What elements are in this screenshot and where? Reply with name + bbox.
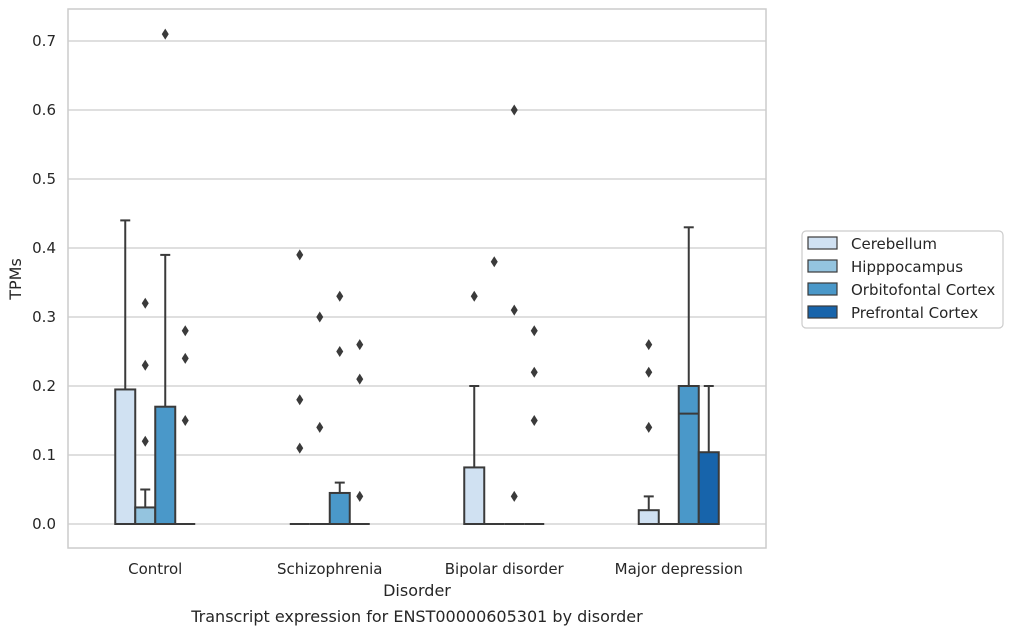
y-tick-label: 0.5	[32, 170, 56, 188]
box-cerebellum	[637, 339, 660, 526]
outlier-marker	[530, 366, 538, 378]
outlier-marker	[296, 442, 304, 454]
outlier-marker	[296, 249, 304, 261]
x-tick-label: Control	[128, 560, 182, 578]
box-hipppocampus	[484, 256, 505, 525]
x-tick-label: Major depression	[615, 560, 743, 578]
outlier-marker	[470, 290, 478, 302]
outlier-marker	[356, 373, 364, 385]
box-body	[697, 451, 720, 525]
box-body	[637, 509, 660, 526]
chart-caption: Transcript expression for ENST0000060530…	[190, 607, 643, 626]
outlier-marker	[490, 256, 498, 268]
legend-swatch	[807, 305, 838, 319]
outlier-marker	[336, 290, 344, 302]
box-prefrontal-cortex	[524, 325, 545, 525]
outlier-marker	[356, 339, 364, 351]
outlier-marker	[141, 297, 149, 309]
outlier-marker	[181, 352, 189, 364]
outlier-marker	[161, 28, 169, 40]
box-prefrontal-cortex	[697, 385, 720, 525]
box-orbitofontal-cortex	[504, 104, 525, 525]
outlier-marker	[645, 421, 653, 433]
x-axis-ticks: Control Schizophrenia Bipolar disorder Majo…	[128, 560, 743, 578]
box-cerebellum	[114, 219, 137, 526]
box-orbitofontal-cortex	[154, 28, 177, 526]
box-orbitofontal-cortex	[328, 290, 351, 526]
box-cerebellum	[289, 249, 310, 525]
outlier-marker	[530, 325, 538, 337]
plot-frame	[67, 8, 767, 549]
box-prefrontal-cortex	[175, 325, 196, 525]
y-tick-label: 0.6	[32, 101, 56, 119]
y-axis-ticks: 0.0 0.1 0.2 0.3 0.4 0.5 0.6 0.7	[32, 32, 56, 533]
legend-label: Orbitofontal Cortex	[851, 281, 995, 299]
outlier-marker	[316, 311, 324, 323]
outlier-marker	[510, 304, 518, 316]
gridlines	[68, 40, 766, 525]
box-body	[677, 385, 700, 525]
outlier-marker	[181, 325, 189, 337]
box-orbitofontal-cortex	[677, 226, 700, 525]
box-body	[154, 405, 177, 526]
y-tick-label: 0.2	[32, 377, 56, 395]
outlier-marker	[141, 435, 149, 447]
outlier-marker	[141, 359, 149, 371]
x-tick-label: Schizophrenia	[277, 560, 382, 578]
x-tick-label: Bipolar disorder	[445, 560, 565, 578]
legend-label: Prefrontal Cortex	[851, 304, 978, 322]
x-axis-label: Disorder	[383, 581, 451, 600]
outlier-marker	[645, 339, 653, 351]
y-tick-label: 0.3	[32, 308, 56, 326]
y-tick-label: 0.1	[32, 446, 56, 464]
box-body	[463, 466, 486, 526]
outlier-marker	[510, 490, 518, 502]
outlier-marker	[645, 366, 653, 378]
box-cerebellum	[463, 290, 486, 526]
y-tick-label: 0.0	[32, 515, 56, 533]
legend-swatch	[807, 282, 838, 296]
box-hipppocampus	[134, 297, 157, 526]
legend-label: Cerebellum	[851, 235, 937, 253]
y-tick-label: 0.7	[32, 32, 56, 50]
box-prefrontal-cortex	[349, 339, 370, 525]
legend-swatch	[807, 236, 838, 250]
y-axis-label: TPMs	[6, 258, 25, 301]
outlier-marker	[296, 394, 304, 406]
legend-label: Hipppocampus	[851, 258, 963, 276]
legend: Cerebellum Hipppocampus Orbitofontal Corte…	[801, 230, 1004, 329]
box-body	[134, 506, 157, 526]
outlier-marker	[181, 415, 189, 426]
y-tick-label: 0.4	[32, 239, 56, 257]
outlier-marker	[316, 421, 324, 433]
outlier-marker	[356, 490, 364, 502]
plot-area	[114, 28, 720, 526]
outlier-marker	[336, 346, 344, 357]
box-body	[114, 388, 137, 526]
legend-frame	[801, 230, 1004, 329]
legend-swatch	[807, 259, 838, 273]
outlier-marker	[530, 415, 538, 426]
box-hipppocampus	[309, 311, 330, 525]
box-body	[328, 491, 351, 526]
outlier-marker	[510, 104, 518, 116]
